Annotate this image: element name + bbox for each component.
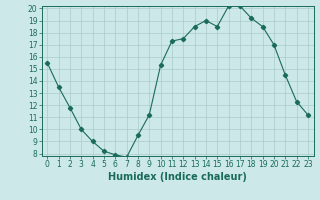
X-axis label: Humidex (Indice chaleur): Humidex (Indice chaleur) [108, 172, 247, 182]
